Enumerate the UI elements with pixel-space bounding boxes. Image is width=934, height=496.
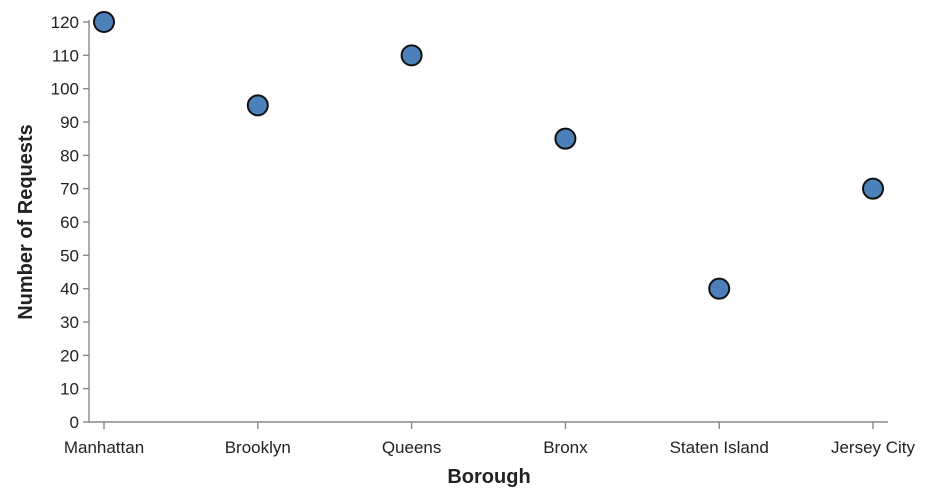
y-tick-label: 50 [60,246,79,265]
y-axis-title: Number of Requests [15,124,37,320]
data-point [400,44,423,67]
y-tick-label: 110 [52,46,79,65]
y-axis: 0 10 20 30 40 50 60 70 80 90 100 110 120 [51,13,90,432]
data-point [246,94,269,117]
y-tick-label: 90 [60,113,79,132]
data-points [93,11,884,300]
y-tick-label: 70 [60,180,79,199]
x-tick-label: Manhattan [64,438,144,457]
x-tick-label: Jersey City [831,438,916,457]
data-point [554,127,577,150]
y-tick-label: 80 [60,146,79,165]
y-tick-label: 60 [60,213,79,232]
y-tick-label: 0 [70,413,79,432]
data-point [708,277,731,300]
y-tick-label: 120 [51,13,79,32]
x-tick-label: Brooklyn [225,438,291,457]
y-tick-label: 10 [60,380,79,399]
y-tick-label: 40 [60,280,79,299]
y-tick-label: 100 [51,80,79,99]
y-tick-label: 30 [60,313,79,332]
x-tick-label: Queens [382,438,442,457]
x-tick-label: Bronx [543,438,588,457]
x-axis-title: Borough [447,466,530,488]
x-tick-label: Staten Island [670,438,769,457]
x-axis: Manhattan Brooklyn Queens Bronx Staten Islan… [64,421,916,457]
data-point [93,11,115,33]
y-tick-label: 20 [60,346,79,365]
data-point [862,177,884,200]
